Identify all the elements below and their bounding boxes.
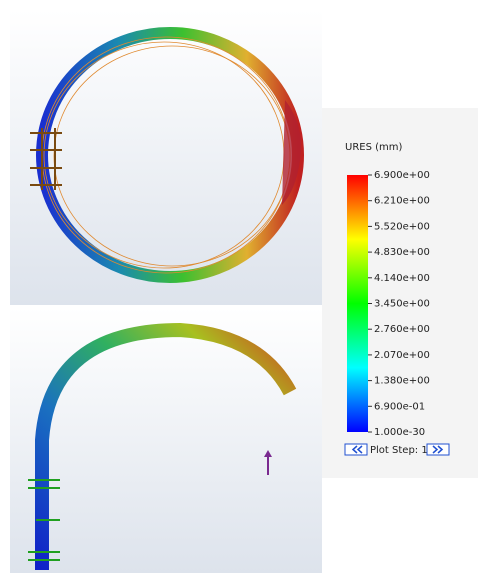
- legend-tick-label: 2.070e+00: [374, 350, 430, 361]
- legend-tick-label: 6.900e-01: [374, 401, 425, 412]
- top-viewport: [10, 10, 322, 305]
- legend-tick-label: 1.000e-30: [374, 427, 425, 438]
- legend-tick-label: 5.520e+00: [374, 221, 430, 232]
- legend-tick-label: 4.830e+00: [374, 247, 430, 258]
- bottom-viewport: [10, 308, 322, 573]
- legend-tick-label: 6.210e+00: [374, 196, 430, 207]
- legend-title: URES (mm): [345, 142, 402, 153]
- legend-tick-label: 6.900e+00: [374, 170, 430, 181]
- plot-step: Plot Step: 13: [370, 445, 434, 456]
- legend-tick-label: 4.140e+00: [374, 273, 430, 284]
- screenshot: URES (mm) 6.900e+00 6.210e+00 5.520e+00 4.8…: [0, 0, 478, 573]
- legend-panel: [322, 108, 478, 478]
- prev-step-button[interactable]: [345, 444, 367, 455]
- legend-tick-label: 3.450e+00: [374, 299, 430, 310]
- legend-tick-label: 1.380e+00: [374, 376, 430, 387]
- legend-tick-label: 2.760e+00: [374, 324, 430, 335]
- color-scale: [347, 175, 368, 432]
